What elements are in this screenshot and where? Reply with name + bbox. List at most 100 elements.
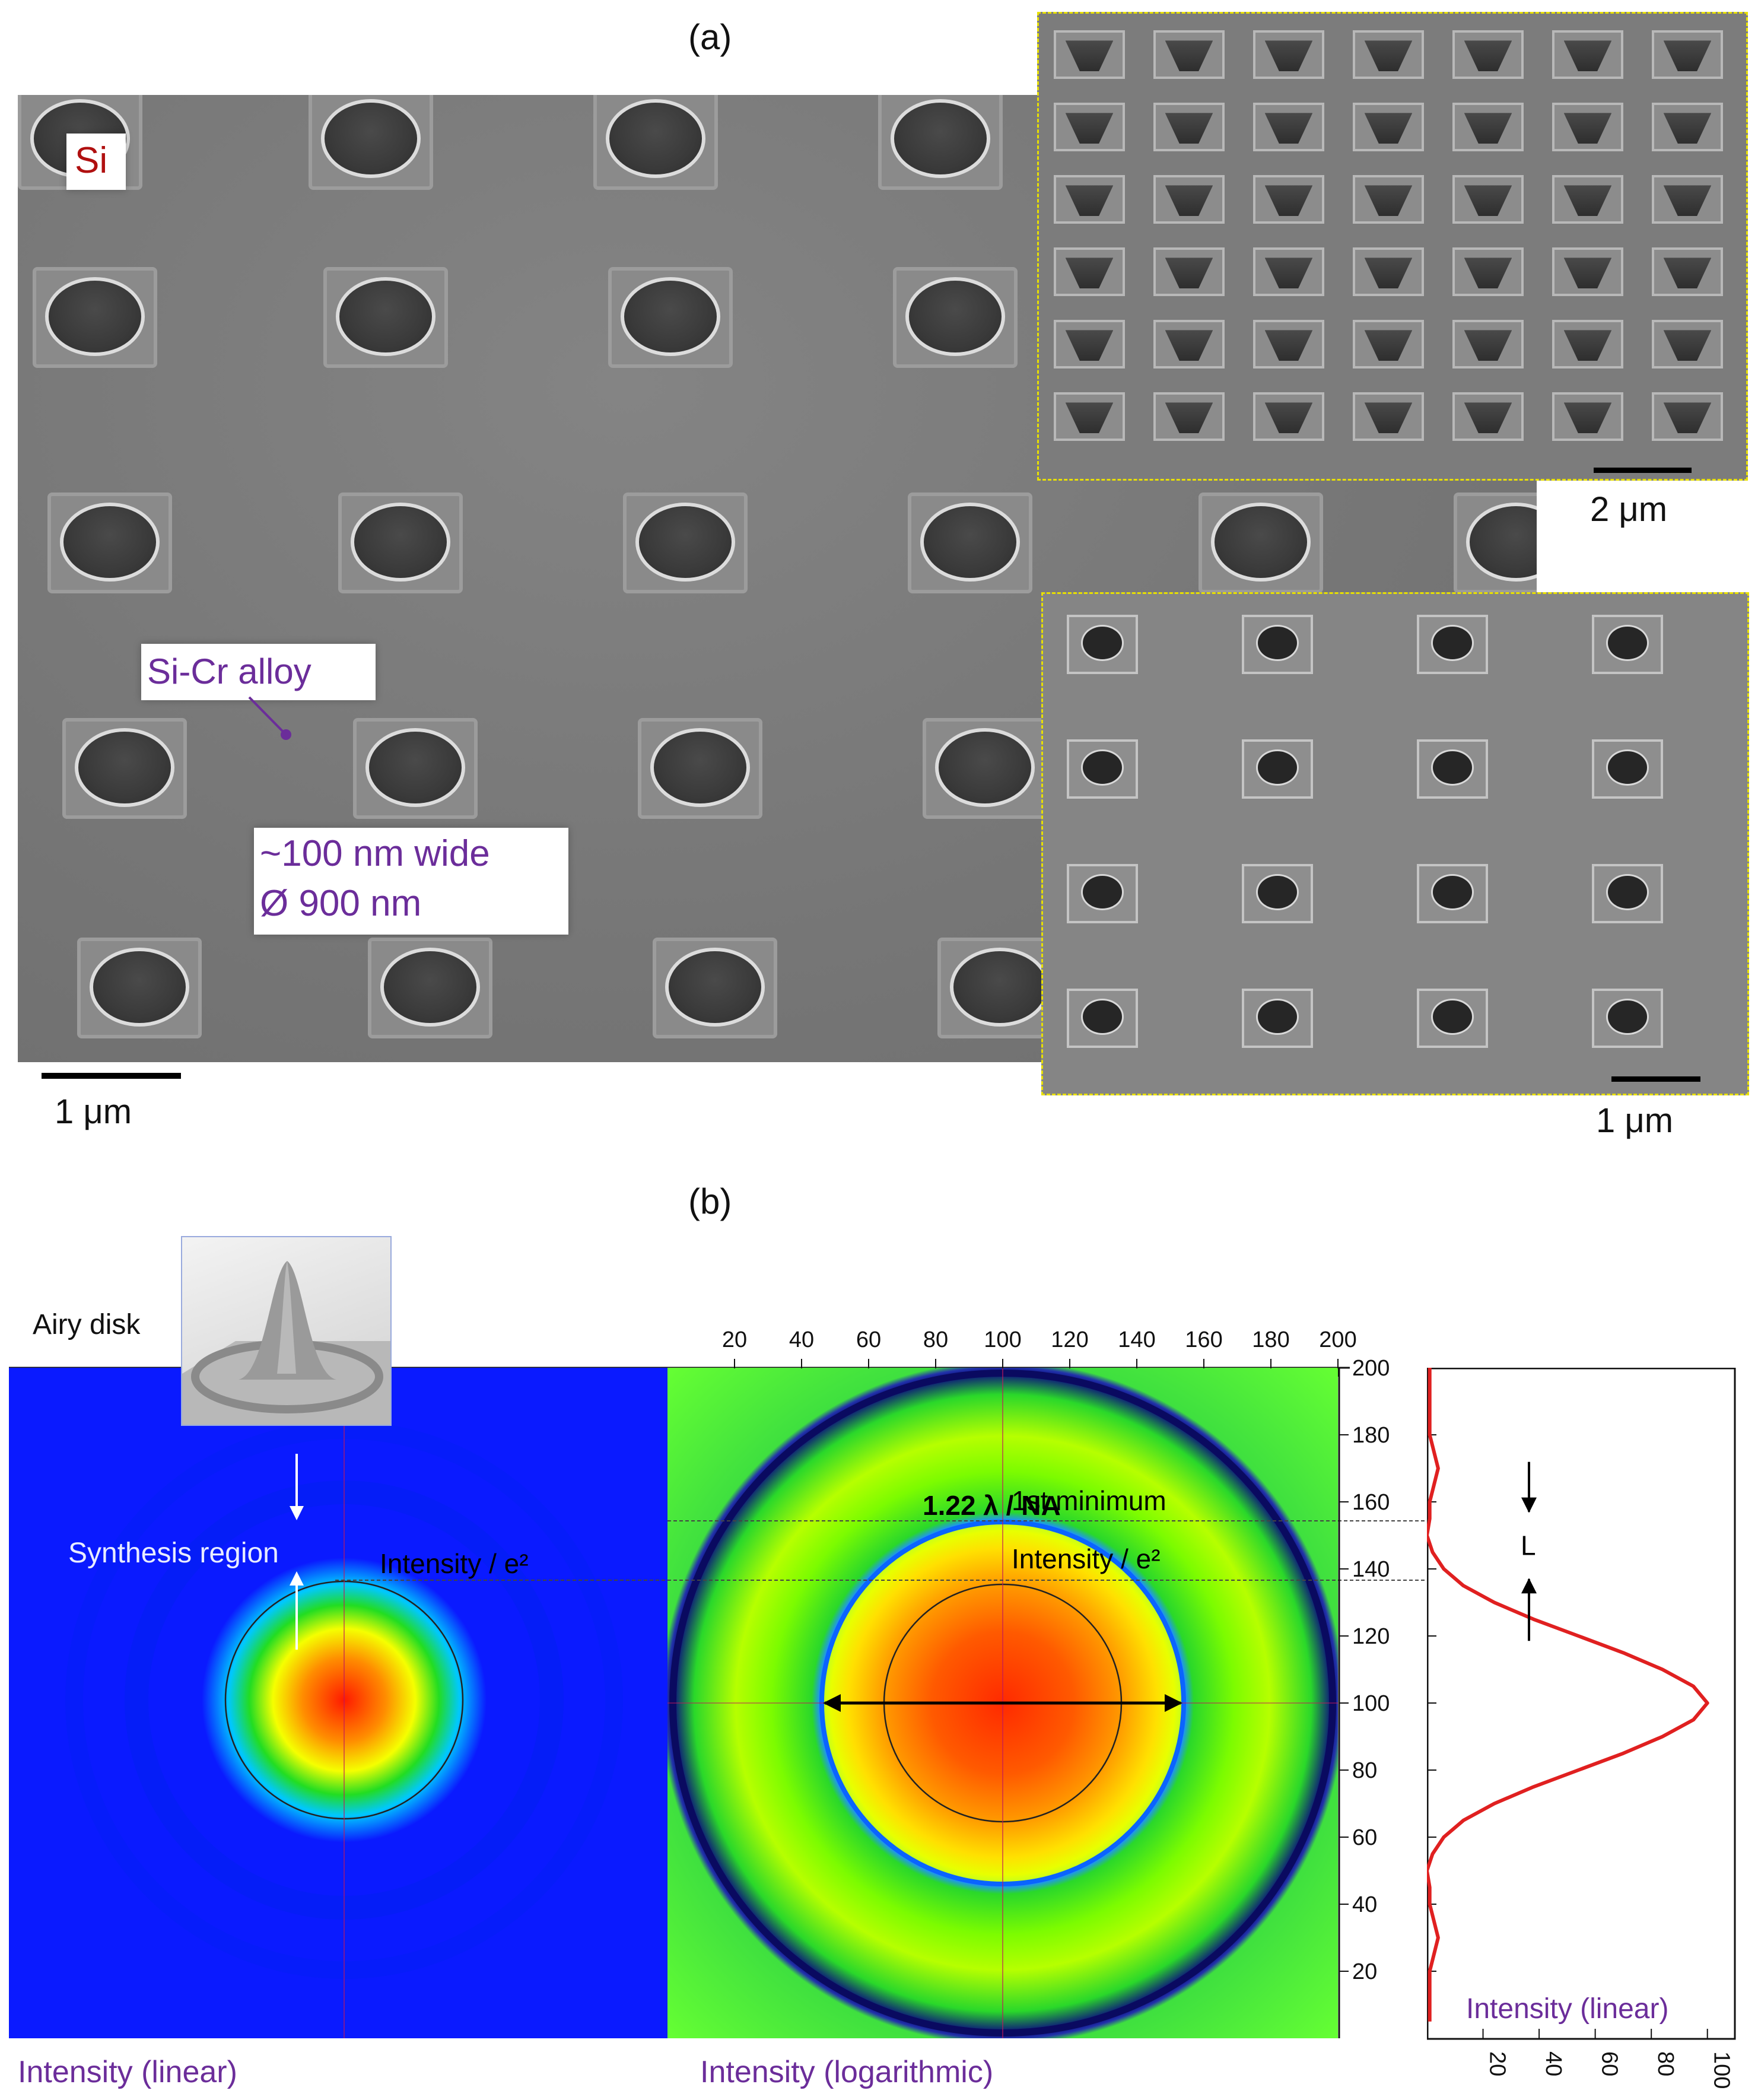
profile-x-tick-label: 60 (1597, 2051, 1622, 2076)
dims-line1: ~100 nm wide (260, 833, 490, 874)
panel-b-label: (b) (688, 1181, 732, 1221)
sem-round-hole (1242, 864, 1313, 923)
profile-x-tick-label: 100 (1709, 2051, 1734, 2089)
sem-round-hole (1417, 864, 1488, 923)
right-axis-tick-label: 40 (1352, 1892, 1377, 1917)
sem-square-hole (1452, 30, 1524, 79)
sem-hole (1199, 493, 1323, 593)
alloy-pointer (248, 696, 291, 740)
profile-frame (1427, 1368, 1736, 2040)
sem-square-hole (1652, 103, 1723, 151)
right-axis-tick-label: 60 (1352, 1825, 1377, 1850)
right-axis-tick-label: 80 (1352, 1758, 1377, 1783)
dims-line2: Ø 900 nm (260, 883, 422, 924)
top-axis-tick-label: 60 (856, 1327, 881, 1352)
main-scale-bar (42, 1073, 181, 1079)
airy-3d-inset (181, 1236, 392, 1426)
sem-hole (309, 95, 433, 190)
profile-line (1427, 1368, 1709, 2022)
heatmap-top-axis: 20 40 60 80 100 120 140 160 180 200 (722, 1327, 1357, 1368)
sem-hole (923, 718, 1047, 819)
sem-square-hole (1552, 175, 1623, 224)
sem-hole (323, 267, 448, 368)
sem-square-hole (1353, 247, 1424, 296)
top-axis-tick-label: 160 (1185, 1327, 1222, 1352)
top-axis-tick-label: 40 (789, 1327, 814, 1352)
profile-plot: 20 40 60 80 100 L Intensity (linear) (1427, 1368, 1736, 2089)
sem-square-hole (1253, 103, 1324, 151)
top-axis-tick-label: 180 (1252, 1327, 1289, 1352)
inset-top-scale-text: 2 μm (1590, 490, 1668, 529)
sem-square-hole (1054, 175, 1125, 224)
sem-round-hole (1242, 989, 1313, 1048)
heatmap-right-axis: 20 40 60 80 100 120 140 160 180 200 (1338, 1356, 1390, 2038)
sem-square-hole (1054, 247, 1125, 296)
right-axis-tick-label: 200 (1352, 1356, 1390, 1381)
sem-hole (353, 718, 478, 819)
profile-x-tick-label: 80 (1653, 2051, 1678, 2076)
sem-square-hole (1153, 103, 1225, 151)
sem-hole (638, 718, 762, 819)
si-label-box: Si (66, 134, 126, 190)
sem-square-hole (1452, 392, 1524, 441)
sem-square-hole (1353, 103, 1424, 151)
sem-square-hole (1552, 320, 1623, 368)
sem-square-hole (1652, 392, 1723, 441)
si-label: Si (75, 140, 108, 181)
sem-hole (62, 718, 187, 819)
sem-square-hole (1552, 392, 1623, 441)
top-axis-tick-label: 80 (923, 1327, 948, 1352)
sem-square-hole (1452, 320, 1524, 368)
profile-x-tick-label: 40 (1541, 2051, 1566, 2076)
caption-profile: Intensity (linear) (1466, 1993, 1668, 2025)
panel-a-label: (a) (688, 17, 732, 57)
alloy-label: Si-Cr alloy (147, 652, 311, 691)
reference-lines (335, 1520, 1546, 1581)
sem-square-hole (1452, 247, 1524, 296)
sem-hole (593, 95, 718, 190)
sem-square-hole (1153, 247, 1225, 296)
right-axis-tick-label: 140 (1352, 1557, 1390, 1582)
sem-square-hole (1652, 320, 1723, 368)
caption-linear: Intensity (linear) (18, 2055, 237, 2089)
sem-square-hole (1652, 30, 1723, 79)
airy-disk-label: Airy disk (33, 1309, 141, 1340)
L-label: L (1521, 1530, 1536, 1561)
sem-square-hole (1353, 175, 1424, 224)
sem-hole (77, 938, 202, 1038)
sem-square-hole (1353, 320, 1424, 368)
sem-hole (47, 493, 172, 593)
sem-square-hole (1153, 175, 1225, 224)
sem-hole (608, 267, 733, 368)
sem-round-hole (1242, 739, 1313, 799)
right-axis-tick-label: 20 (1352, 1959, 1377, 1984)
right-axis-tick-label: 120 (1352, 1624, 1390, 1649)
sem-square-hole (1253, 247, 1324, 296)
synthesis-arrows (290, 1454, 304, 1650)
sem-hole (1454, 493, 1537, 593)
top-axis-tick-label: 100 (984, 1327, 1021, 1352)
sem-round-hole (1067, 615, 1138, 674)
right-axis-tick-label: 180 (1352, 1423, 1390, 1448)
L-arrowhead-top (1521, 1497, 1537, 1513)
sem-hole (368, 938, 492, 1038)
sem-hole (908, 493, 1032, 593)
sem-square-hole (1353, 392, 1424, 441)
top-axis-tick-label: 200 (1319, 1327, 1356, 1352)
inset-bottom-scale-text: 1 μm (1596, 1101, 1674, 1140)
sem-square-hole (1552, 247, 1623, 296)
dims-label-box: ~100 nm wide Ø 900 nm (254, 828, 568, 935)
sem-square-hole (1253, 175, 1324, 224)
sem-square-hole (1054, 392, 1125, 441)
diameter-label: 1.22 λ / NA (923, 1490, 1061, 1521)
caption-logarithmic: Intensity (logarithmic) (700, 2055, 994, 2089)
sem-square-hole (1153, 320, 1225, 368)
sem-square-hole (1652, 175, 1723, 224)
sem-square-hole (1552, 30, 1623, 79)
sem-square-hole (1253, 30, 1324, 79)
sem-square-hole (1552, 103, 1623, 151)
right-axis-tick-label: 100 (1352, 1691, 1390, 1716)
first-minimum-label: 1st minimum (1012, 1485, 1166, 1516)
sem-round-hole (1067, 989, 1138, 1048)
sem-round-hole (1417, 615, 1488, 674)
